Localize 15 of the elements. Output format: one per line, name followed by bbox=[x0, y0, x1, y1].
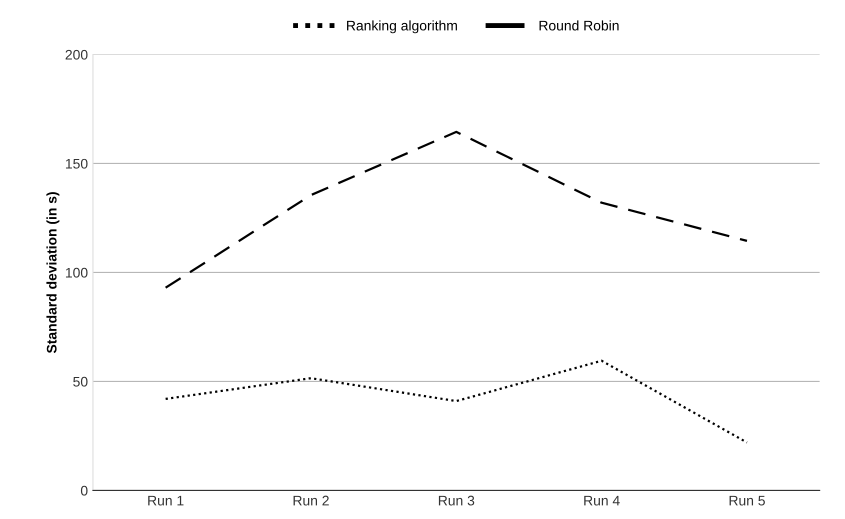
y-tick-label: 50 bbox=[73, 376, 88, 387]
y-tick-label: 150 bbox=[66, 158, 88, 169]
legend-label: Round Robin bbox=[540, 20, 619, 31]
y-tick-label: 200 bbox=[66, 50, 88, 60]
x-tick-label: Run 2 bbox=[294, 496, 329, 506]
legend-label: Ranking algorithm bbox=[347, 20, 457, 34]
y-tick-label: 100 bbox=[66, 268, 88, 278]
x-tick-label: Run 5 bbox=[730, 496, 765, 506]
x-tick-label: Run 4 bbox=[584, 496, 620, 506]
x-tick-label: Run 1 bbox=[148, 496, 184, 506]
line-series bbox=[164, 130, 748, 289]
line-series bbox=[164, 360, 748, 444]
x-tick-label: Run 3 bbox=[438, 496, 474, 506]
y-axis-title: Standard deviation (in s) bbox=[46, 192, 60, 354]
y-tick-label: 0 bbox=[80, 486, 88, 496]
